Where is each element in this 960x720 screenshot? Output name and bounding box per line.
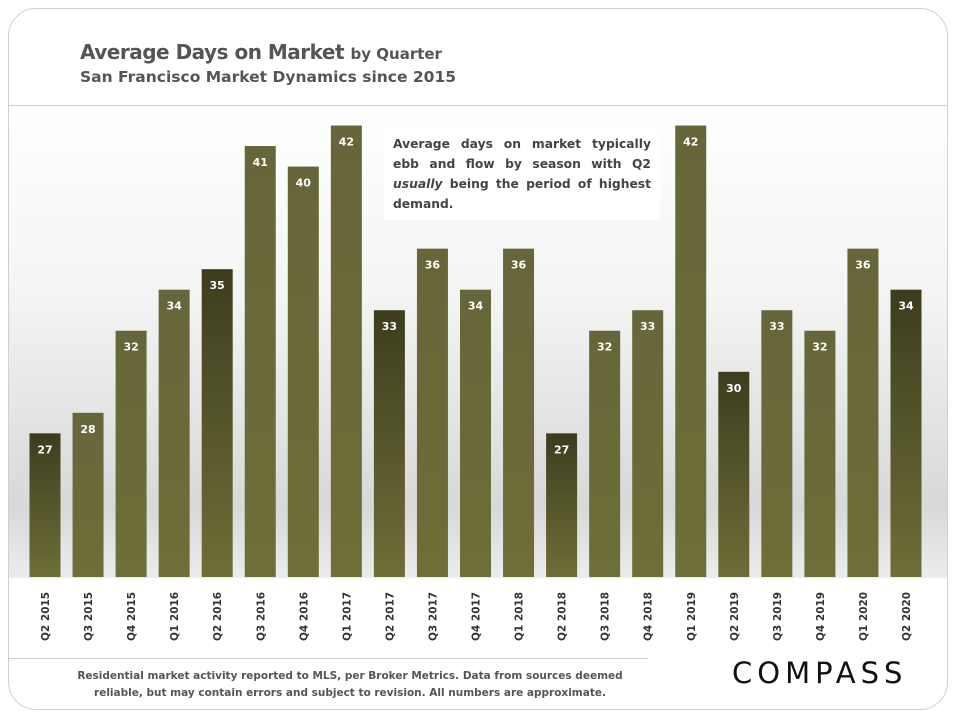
x-tick-label: Q4 2016 — [298, 592, 310, 641]
bar-q1-2018 — [503, 248, 535, 578]
bar-q3-2017 — [416, 248, 448, 578]
bar-q4-2015 — [115, 330, 147, 577]
data-label: 27 — [554, 443, 569, 456]
x-tick-label: Q3 2016 — [255, 592, 267, 641]
bar-q4-2017 — [460, 289, 491, 577]
slide-frame — [8, 8, 948, 710]
x-tick-label: Q2 2015 — [40, 592, 52, 641]
x-tick-label: Q1 2017 — [341, 592, 353, 641]
x-tick-label: Q4 2019 — [815, 592, 827, 641]
bar-q4-2016 — [287, 166, 319, 577]
x-tick-label: Q3 2019 — [772, 592, 784, 641]
bar-q3-2018 — [589, 330, 621, 577]
x-tick-label: Q2 2016 — [212, 592, 224, 641]
title-main: Average Days on Market — [80, 40, 345, 64]
x-tick-label: Q1 2018 — [514, 592, 526, 641]
chart-title: Average Days on Market by Quarter — [80, 40, 442, 64]
data-label: 32 — [597, 341, 612, 354]
bar-q2-2019 — [718, 371, 750, 577]
x-tick-label: Q2 2018 — [557, 592, 569, 641]
data-label: 41 — [253, 156, 268, 169]
bar-q1-2016 — [158, 289, 190, 577]
bar-q2-2018 — [546, 433, 578, 577]
x-tick-label: Q3 2017 — [427, 592, 439, 641]
data-label: 33 — [382, 320, 397, 333]
bar-q3-2019 — [761, 310, 793, 577]
x-tick-label: Q3 2018 — [600, 592, 612, 641]
x-tick-label: Q2 2020 — [901, 592, 913, 641]
bar-q1-2020 — [847, 248, 879, 578]
data-label: 35 — [210, 279, 225, 292]
x-tick-label: Q4 2017 — [471, 592, 483, 641]
x-tick-label: Q3 2015 — [83, 592, 95, 641]
bar-q2-2016 — [201, 269, 233, 577]
bar-q2-2020 — [890, 289, 922, 577]
bar-q4-2018 — [632, 310, 664, 577]
data-label: 42 — [339, 136, 354, 149]
annotation-box: Average days on market typically ebb and… — [384, 128, 660, 220]
bar-q3-2016 — [244, 146, 276, 578]
data-label: 30 — [726, 382, 742, 395]
bar-q1-2017 — [330, 125, 362, 578]
data-label: 27 — [37, 443, 52, 456]
data-label: 28 — [80, 423, 95, 436]
compass-logo: COMPASS — [732, 656, 908, 690]
data-label: 42 — [683, 136, 698, 149]
footer-line-1: Residential market activity reported to … — [77, 670, 623, 682]
data-label: 33 — [769, 320, 784, 333]
annotation-italic: usually — [393, 177, 443, 191]
x-tick-label: Q4 2018 — [643, 592, 655, 641]
bar-q2-2015 — [29, 433, 61, 577]
data-label: 34 — [468, 300, 484, 313]
data-label: 34 — [898, 300, 914, 313]
data-label: 32 — [812, 341, 827, 354]
data-label: 34 — [166, 300, 182, 313]
footer-disclaimer: Residential market activity reported to … — [60, 668, 640, 702]
chart-subtitle: San Francisco Market Dynamics since 2015 — [80, 68, 457, 86]
bar-q4-2019 — [804, 330, 836, 577]
bar-q3-2015 — [72, 412, 104, 577]
data-label: 33 — [640, 320, 655, 333]
x-tick-label: Q4 2015 — [126, 592, 138, 641]
data-label: 40 — [296, 177, 312, 190]
data-label: 32 — [123, 341, 138, 354]
x-tick-label: Q1 2016 — [169, 592, 181, 641]
header-divider — [8, 105, 948, 106]
x-tick-label: Q2 2017 — [384, 592, 396, 641]
data-label: 36 — [511, 259, 527, 272]
footer-divider — [8, 658, 648, 659]
data-label: 36 — [425, 259, 441, 272]
x-tick-label: Q2 2019 — [729, 592, 741, 641]
bar-q1-2019 — [675, 125, 707, 578]
data-label: 36 — [855, 259, 871, 272]
x-tick-label: Q1 2019 — [686, 592, 698, 641]
annotation-text: Average days on market typically ebb and… — [393, 137, 651, 171]
footer-line-2: reliable, but may contain errors and sub… — [94, 687, 606, 699]
x-tick-label: Q1 2020 — [858, 592, 870, 641]
annotation-text-end: being the period of highest demand. — [393, 177, 651, 211]
title-suffix: by Quarter — [350, 45, 442, 63]
bar-q2-2017 — [373, 310, 405, 577]
